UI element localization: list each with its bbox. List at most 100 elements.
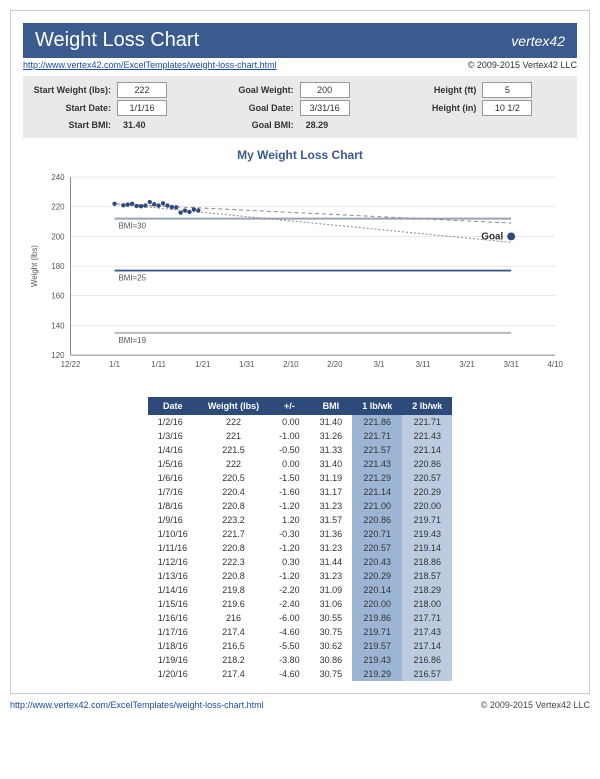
table-cell: 31.23 [310, 569, 353, 583]
table-row: 1/16/16216-6.0030.55219.86217.71 [148, 611, 452, 625]
table-cell: 222 [198, 415, 269, 429]
table-cell: 220.8 [198, 499, 269, 513]
table-cell: -0.50 [269, 443, 310, 457]
info-panel: Start Weight (lbs):222 Goal Weight:200 H… [23, 76, 577, 138]
table-cell: -1.00 [269, 429, 310, 443]
table-row: 1/20/16217.4-4.6030.75219.29216.57 [148, 667, 452, 681]
goal-date-label: Goal Date: [216, 103, 294, 113]
table-row: 1/7/16220.4-1.6031.17221.14220.29 [148, 485, 452, 499]
table-row: 1/14/16219.8-2.2031.09220.14218.29 [148, 583, 452, 597]
table-cell: 217.43 [402, 625, 452, 639]
table-cell: -0.30 [269, 527, 310, 541]
table-cell: 219.43 [352, 653, 402, 667]
table-cell: 218.57 [402, 569, 452, 583]
table-cell: 1/9/16 [148, 513, 198, 527]
svg-text:BMI=19: BMI=19 [119, 336, 147, 345]
start-date-value[interactable]: 1/1/16 [117, 100, 167, 116]
table-cell: 218.29 [402, 583, 452, 597]
table-cell: 1/7/16 [148, 485, 198, 499]
height-in-value[interactable]: 10 1/2 [482, 100, 532, 116]
table-cell: 0.30 [269, 555, 310, 569]
height-ft-value[interactable]: 5 [482, 82, 532, 98]
table-cell: -2.40 [269, 597, 310, 611]
header-bar: Weight Loss Chart vertex42 [23, 23, 577, 58]
table-header: 2 lb/wk [402, 397, 452, 415]
svg-text:BMI=30: BMI=30 [119, 222, 147, 231]
svg-text:Goal: Goal [481, 231, 503, 242]
table-cell: 220.29 [352, 569, 402, 583]
table-cell: -5.50 [269, 639, 310, 653]
table-row: 1/4/16221.5-0.5031.33221.57221.14 [148, 443, 452, 457]
footer: http://www.vertex42.com/ExcelTemplates/w… [10, 694, 590, 710]
svg-text:160: 160 [51, 292, 65, 301]
table-cell: 219.57 [352, 639, 402, 653]
table-cell: 219.71 [402, 513, 452, 527]
table-cell: 1/10/16 [148, 527, 198, 541]
chart-svg: 120140160180200220240Weight (lbs)12/221/… [23, 166, 577, 386]
table-cell: 220.29 [402, 485, 452, 499]
table-cell: 31.40 [310, 457, 353, 471]
table-cell: 216 [198, 611, 269, 625]
svg-text:2/20: 2/20 [327, 360, 343, 369]
table-cell: 31.19 [310, 471, 353, 485]
table-cell: 219.86 [352, 611, 402, 625]
table-cell: 217.14 [402, 639, 452, 653]
table-cell: -1.60 [269, 485, 310, 499]
table-cell: 221.5 [198, 443, 269, 457]
table-cell: -1.20 [269, 499, 310, 513]
table-cell: -4.60 [269, 625, 310, 639]
table-cell: 221.71 [402, 415, 452, 429]
table-cell: 31.26 [310, 429, 353, 443]
table-cell: 1/5/16 [148, 457, 198, 471]
goal-weight-label: Goal Weight: [216, 85, 294, 95]
table-cell: 221.71 [352, 429, 402, 443]
table-row: 1/5/162220.0031.40221.43220.86 [148, 457, 452, 471]
table-cell: 219.71 [352, 625, 402, 639]
table-cell: 1/3/16 [148, 429, 198, 443]
table-header: Weight (lbs) [198, 397, 269, 415]
table-cell: 1/6/16 [148, 471, 198, 485]
start-weight-value[interactable]: 222 [117, 82, 167, 98]
table-cell: 220.8 [198, 541, 269, 555]
table-cell: 220.5 [198, 471, 269, 485]
table-cell: 30.75 [310, 667, 353, 681]
table-cell: 218.86 [402, 555, 452, 569]
goal-date-value[interactable]: 3/31/16 [300, 100, 350, 116]
table-cell: 220.4 [198, 485, 269, 499]
table-cell: 218.2 [198, 653, 269, 667]
table-cell: 1/18/16 [148, 639, 198, 653]
table-cell: 31.23 [310, 541, 353, 555]
footer-url[interactable]: http://www.vertex42.com/ExcelTemplates/w… [10, 700, 264, 710]
table-cell: 30.55 [310, 611, 353, 625]
table-cell: 221.00 [352, 499, 402, 513]
table-cell: 31.17 [310, 485, 353, 499]
svg-text:12/22: 12/22 [61, 360, 81, 369]
table-cell: 220.57 [402, 471, 452, 485]
table-cell: 1/14/16 [148, 583, 198, 597]
table-cell: 222.3 [198, 555, 269, 569]
table-cell: 0.00 [269, 415, 310, 429]
table-row: 1/15/16219.6-2.4031.06220.00218.00 [148, 597, 452, 611]
table-header: +/- [269, 397, 310, 415]
table-row: 1/12/16222.30.3031.44220.43218.86 [148, 555, 452, 569]
goal-weight-value[interactable]: 200 [300, 82, 350, 98]
table-cell: 220.86 [402, 457, 452, 471]
table-row: 1/6/16220.5-1.5031.19221.29220.57 [148, 471, 452, 485]
table-cell: 31.40 [310, 415, 353, 429]
goal-bmi-value: 28.29 [300, 118, 335, 132]
table-cell: -3.80 [269, 653, 310, 667]
table-cell: -1.50 [269, 471, 310, 485]
height-ft-label: Height (ft) [398, 85, 476, 95]
table-row: 1/3/16221-1.0031.26221.71221.43 [148, 429, 452, 443]
table-row: 1/10/16221.7-0.3031.36220.71219.43 [148, 527, 452, 541]
table-cell: 220.14 [352, 583, 402, 597]
subheader: http://www.vertex42.com/ExcelTemplates/w… [23, 58, 577, 76]
start-date-label: Start Date: [33, 103, 111, 113]
table-cell: 221.29 [352, 471, 402, 485]
table-cell: 220.8 [198, 569, 269, 583]
header-url[interactable]: http://www.vertex42.com/ExcelTemplates/w… [23, 60, 277, 70]
svg-text:120: 120 [51, 351, 65, 360]
goal-bmi-label: Goal BMI: [216, 120, 294, 130]
table-row: 1/13/16220.8-1.2031.23220.29218.57 [148, 569, 452, 583]
svg-text:220: 220 [51, 203, 65, 212]
